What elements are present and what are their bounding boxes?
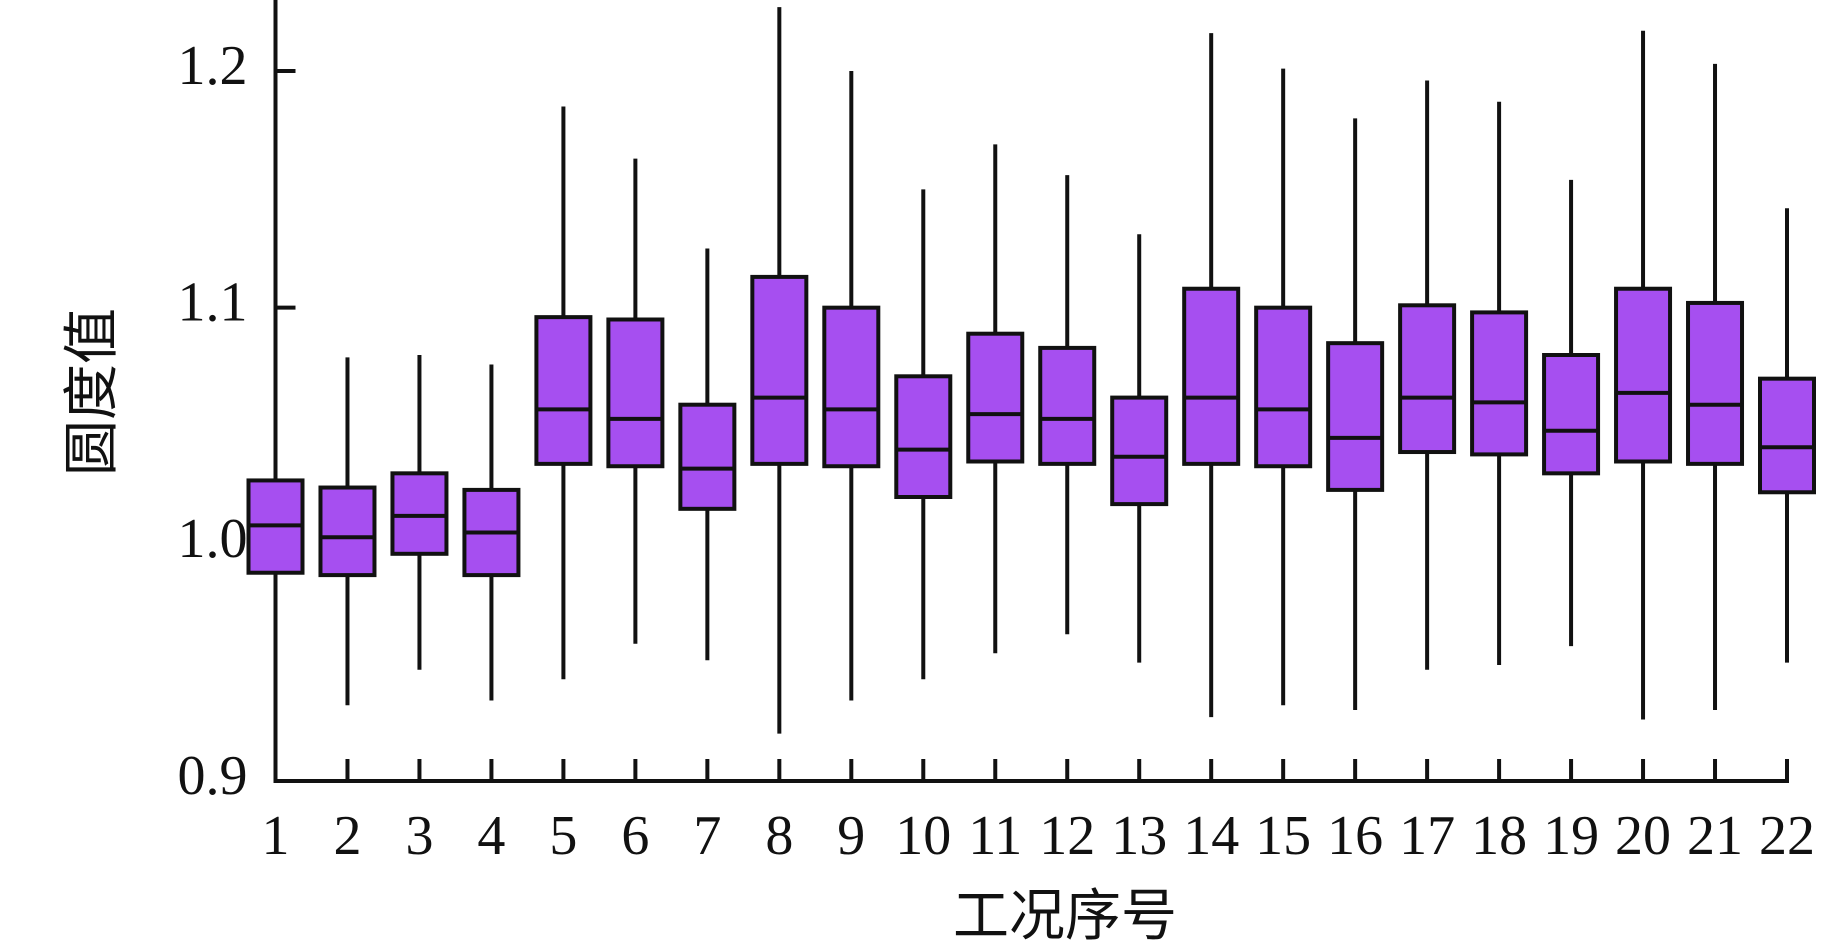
box [1182,286,1241,466]
x-tick-label: 17 [1399,805,1455,867]
x-tick-label: 18 [1471,805,1527,867]
x-tick-label: 5 [549,805,577,867]
x-tick-label: 8 [765,805,793,867]
x-tick-label: 12 [1039,805,1095,867]
y-tick-label: 0.9 [178,745,248,807]
box [1254,305,1313,469]
x-tick-label: 13 [1111,805,1167,867]
box [750,274,809,466]
y-tick-label: 1.2 [178,35,248,97]
box [678,402,737,511]
x-tick-label: 9 [837,805,865,867]
x-tick-label: 10 [895,805,951,867]
x-tick-label: 21 [1687,805,1743,867]
x-tick-label: 3 [405,805,433,867]
x-tick-label: 15 [1255,805,1311,867]
y-tick-label: 1.0 [178,508,248,570]
box [894,374,953,499]
x-tick-label: 19 [1543,805,1599,867]
x-tick-label: 11 [968,805,1022,867]
box [1758,376,1816,495]
x-tick-label: 2 [333,805,361,867]
box [1542,353,1601,476]
box [1614,286,1673,464]
box [1110,395,1169,507]
y-tick-label: 1.1 [178,272,248,334]
box [1398,303,1457,455]
box [390,471,449,556]
x-tick-label: 20 [1615,805,1671,867]
box [606,317,665,469]
box [1686,300,1745,466]
x-tick-label: 14 [1183,805,1239,867]
box [1326,341,1385,492]
box [1038,345,1097,466]
y-axis-label: 圆度值 [62,308,124,476]
box [966,331,1025,464]
x-tick-label: 6 [621,805,649,867]
x-tick-label: 4 [477,805,505,867]
x-tick-label: 16 [1327,805,1383,867]
x-axis-label: 工况序号 [953,886,1177,948]
box [318,485,377,578]
box [822,305,881,469]
x-tick-label: 1 [262,805,290,867]
box [1470,310,1529,457]
x-tick-label: 22 [1759,805,1815,867]
x-tick-label: 7 [693,805,721,867]
box [534,315,593,466]
